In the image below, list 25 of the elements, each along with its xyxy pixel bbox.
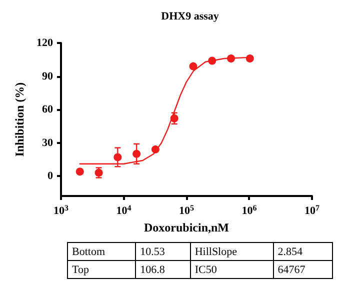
text: 106.8	[136, 260, 190, 278]
point	[208, 56, 216, 65]
point	[227, 54, 236, 63]
point	[170, 114, 178, 122]
text: Top	[68, 260, 136, 278]
y-tick-label: 0	[48, 170, 54, 182]
text: Bottom	[68, 242, 136, 260]
text: 10.53	[136, 242, 190, 260]
point	[189, 62, 198, 70]
text: 2.854	[273, 242, 332, 260]
y-tick-label: 120	[36, 37, 54, 49]
point	[151, 145, 160, 154]
x-axis-title: Doxorubicin,nM	[144, 220, 230, 234]
y-tick-label: 90	[42, 70, 54, 82]
text: HillSlope	[190, 242, 274, 260]
point	[132, 150, 141, 158]
point	[114, 153, 122, 162]
text: IC50	[190, 260, 274, 278]
chart-title: DHX9 assay	[161, 10, 220, 22]
point	[246, 54, 254, 63]
y-tick-label: 30	[42, 136, 54, 149]
point	[76, 168, 84, 176]
text: 64767	[273, 260, 332, 278]
y-tick-label: 60	[42, 104, 54, 116]
y-axis-title: Inhibition (%)	[12, 82, 27, 157]
